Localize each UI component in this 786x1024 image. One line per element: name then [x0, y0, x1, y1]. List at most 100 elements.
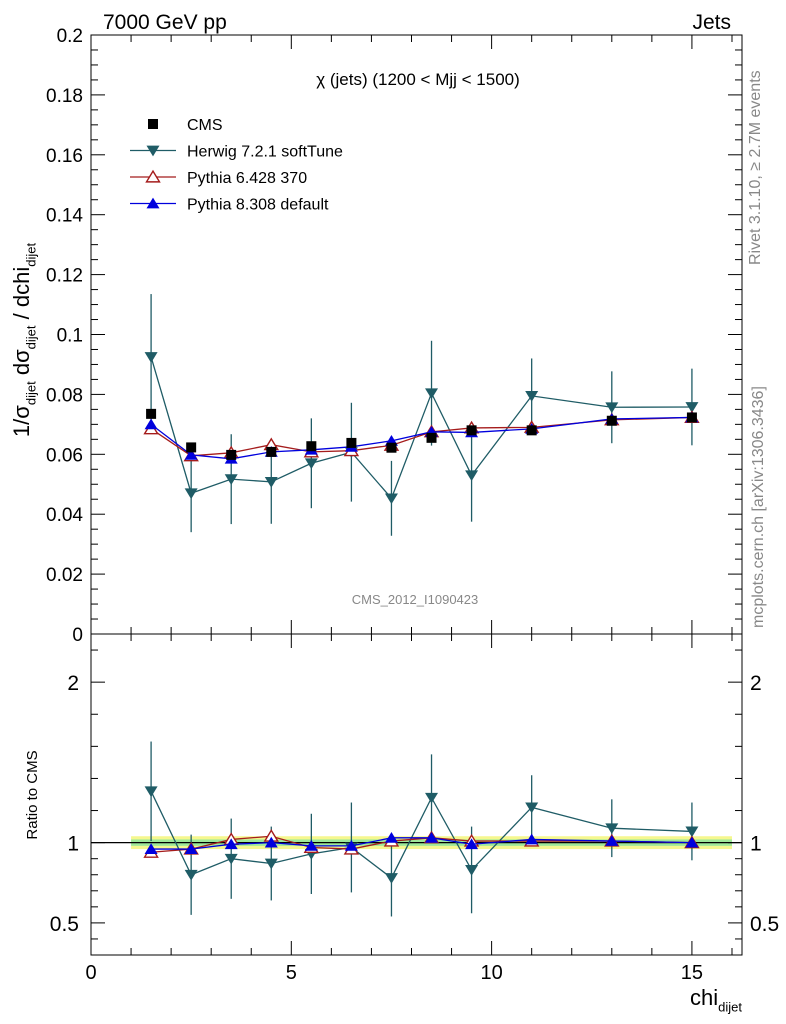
main-cms-point	[146, 408, 157, 419]
y-tick-label: 0	[72, 625, 83, 646]
x-tick-label: 0	[85, 962, 96, 984]
y-tick-label: 0.14	[46, 206, 83, 227]
main-herwig-7-2-1-softtune-point	[685, 402, 699, 413]
main-pythia-8-308-default-line	[150, 416, 692, 460]
main-herwig-7-2-1-softtune-point	[224, 474, 238, 486]
main-title: χ (jets) (1200 < Mjj < 1500)	[316, 70, 520, 89]
main-panel: 00.020.040.060.080.10.120.140.160.180.2 …	[9, 26, 743, 646]
main-pythia-6-428-370-line	[150, 416, 692, 457]
ratio-herwig-7-2-1-softtune-point	[425, 792, 439, 804]
ratio-herwig-7-2-1-softtune-point	[144, 786, 158, 798]
main-cms-point	[266, 446, 277, 457]
ratio-herwig-7-2-1-softtune-point	[264, 858, 278, 870]
y-tick-label: 0.06	[46, 445, 83, 466]
ratio-herwig-7-2-1-softtune-point	[605, 823, 619, 835]
main-herwig-7-2-1-softtune-point	[384, 493, 398, 505]
main-cms-point	[346, 437, 357, 448]
main-herwig-7-2-1-softtune-point	[525, 391, 539, 402]
ratio-pythia-8-308-default-line	[151, 837, 692, 850]
legend-marker	[145, 169, 161, 183]
ratio-panel: 0.5 0.5 1 1 2 2 0 5 10 15 Ratio to CMS chidijet	[24, 35, 779, 1015]
ratio-herwig-7-2-1-softtune-point	[224, 853, 238, 865]
ratio-herwig-7-2-1-softtune-point	[384, 873, 398, 884]
main-herwig-7-2-1-softtune-point	[425, 388, 439, 400]
main-cms-point	[526, 425, 537, 436]
x-axis: 0 5 10 15	[85, 35, 733, 984]
main-herwig-7-2-1-softtune-point	[264, 476, 278, 488]
legend-marker	[148, 119, 158, 129]
main-herwig-7-2-1-softtune-point	[144, 352, 158, 363]
legend-label: CMS	[187, 117, 223, 134]
ratio-pythia-8-308-default-point	[605, 835, 619, 846]
side-label-top: Rivet 3.1.10, ≥ 2.7M events	[747, 70, 764, 265]
ratio-y-tick-label-right: 0.5	[750, 913, 779, 936]
ratio-y-tick-label: 1	[67, 833, 79, 856]
y-tick-label: 0.1	[57, 326, 83, 347]
y-tick-label: 0.04	[46, 505, 83, 526]
header-right: Jets	[692, 11, 731, 34]
main-cms-point	[386, 442, 397, 453]
x-tick-label: 5	[286, 962, 297, 984]
main-herwig-7-2-1-softtune-point	[465, 470, 479, 482]
x-axis-label: chidijet	[690, 985, 742, 1015]
ratio-pythia-6-428-370-line	[151, 835, 692, 853]
legend-label: Herwig 7.2.1 softTune	[187, 144, 343, 161]
ratio-pythia-8-308-default-point	[685, 836, 699, 848]
main-herwig-7-2-1-softtune-line	[150, 356, 692, 500]
ratio-pythia-8-308-default-point	[384, 831, 398, 843]
ratio-series-group	[143, 741, 700, 917]
main-y-axis: 0 0.02 0.04 0.06 0.08 0.1 0.12 0.14 0.16 0.18 0.2	[46, 26, 742, 646]
legend: CMS Herwig 7.2.1 softTune Pythia 6.428 370…	[130, 117, 343, 214]
watermark: CMS_2012_I1090423	[352, 592, 479, 607]
ratio-herwig-7-2-1-softtune-point	[525, 802, 539, 814]
main-pythia-8-308-default-point	[144, 418, 158, 430]
main-cms-point	[226, 449, 237, 460]
main-series-group	[143, 294, 700, 536]
ratio-pythia-8-308-default-point	[525, 833, 539, 845]
x-tick-label: 10	[480, 962, 502, 984]
ratio-y-tick-label-right: 2	[750, 672, 762, 695]
y-tick-label: 0.02	[46, 565, 83, 586]
ratio-y-axis-label: Ratio to CMS	[24, 750, 41, 839]
main-cms-point	[606, 415, 617, 426]
main-cms-point	[186, 442, 197, 453]
main-cms-point	[426, 432, 437, 443]
ratio-herwig-7-2-1-softtune-point	[184, 869, 198, 881]
legend-label: Pythia 6.428 370	[187, 170, 307, 187]
ratio-pythia-8-308-default-point	[304, 840, 318, 851]
main-y-axis-label: 1/σdijet dσdijet / dchidijet	[9, 243, 39, 438]
ratio-pythia-8-308-default-point	[344, 840, 358, 851]
ratio-pythia-8-308-default-point	[264, 836, 278, 848]
legend-marker	[146, 197, 160, 209]
y-tick-label: 0.2	[57, 26, 83, 47]
y-tick-label: 0.12	[46, 266, 83, 287]
ratio-pythia-8-308-default-point	[465, 838, 479, 850]
ratio-y-axis: 0.5 0.5 1 1 2 2	[50, 649, 779, 940]
ratio-frame	[90, 633, 743, 956]
main-cms-point	[686, 412, 697, 423]
ratio-herwig-7-2-1-softtune-line	[150, 791, 692, 879]
ratio-y-tick-label: 0.5	[50, 913, 79, 936]
legend-label: Pythia 8.308 default	[187, 197, 329, 214]
main-herwig-7-2-1-softtune-point	[304, 458, 318, 470]
ratio-pythia-8-308-default-point	[425, 831, 439, 843]
y-tick-label: 0.16	[46, 146, 83, 167]
main-cms-point	[466, 425, 477, 436]
legend-marker	[146, 145, 160, 157]
main-cms-point	[306, 441, 317, 452]
ratio-pythia-8-308-default-point	[144, 843, 158, 854]
ratio-y-tick-label: 2	[67, 672, 79, 695]
main-pythia-8-308-default-point	[184, 449, 198, 460]
ratio-pythia-8-308-default-point	[184, 843, 198, 854]
y-tick-label: 0.08	[46, 385, 83, 406]
ratio-y-tick-label-right: 1	[750, 833, 762, 856]
header-left: 7000 GeV pp	[103, 11, 227, 34]
main-herwig-7-2-1-softtune-point	[605, 402, 619, 414]
y-tick-label: 0.18	[46, 86, 83, 107]
ratio-herwig-7-2-1-softtune-point	[685, 826, 699, 838]
main-herwig-7-2-1-softtune-point	[184, 488, 198, 500]
ratio-herwig-7-2-1-softtune-point	[465, 865, 479, 876]
ratio-pythia-8-308-default-point	[224, 838, 238, 850]
x-tick-label: 15	[681, 962, 703, 984]
